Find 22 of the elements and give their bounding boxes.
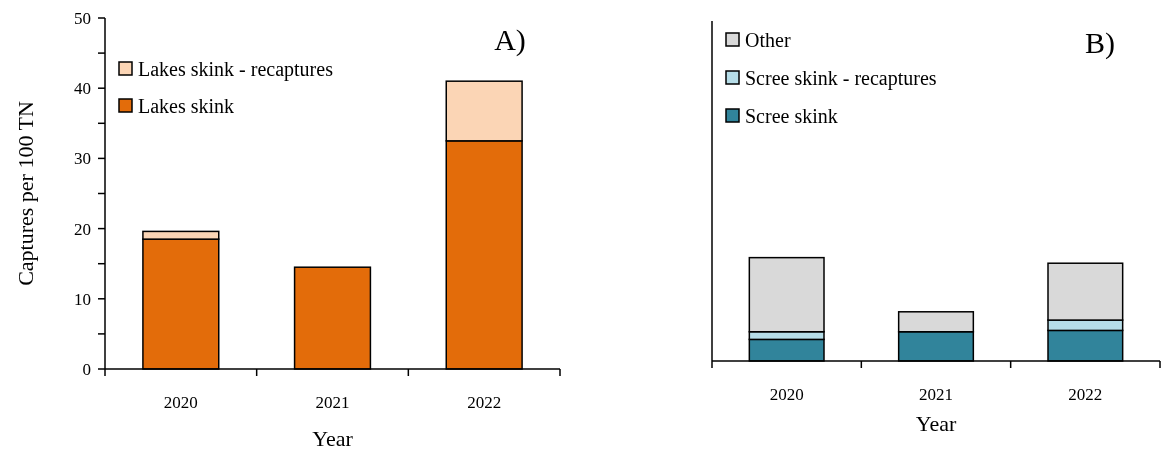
x-tick-label: 2022 xyxy=(1068,385,1103,404)
legend-label: Scree skink - recaptures xyxy=(745,67,937,90)
x-tick-label: 2020 xyxy=(163,393,198,412)
x-tick-label: 2021 xyxy=(919,385,953,404)
x-tick-label: 2022 xyxy=(467,393,502,412)
x-axis-title: Year xyxy=(312,426,354,451)
chart-title: B) xyxy=(1085,26,1115,60)
x-tick-label: 2021 xyxy=(315,393,350,412)
x-axis-title: Year xyxy=(915,411,957,436)
legend-label: Other xyxy=(745,29,791,51)
y-axis-title: Captures per 100 TN xyxy=(13,101,38,286)
x-tick-label: 2020 xyxy=(769,385,804,404)
y-tick-label: 0 xyxy=(82,359,91,379)
y-tick-label: 10 xyxy=(74,289,91,309)
y-tick-label: 40 xyxy=(74,79,91,99)
chart-title: A) xyxy=(494,23,526,57)
y-tick-label: 30 xyxy=(74,149,91,169)
legend-label: Scree skink xyxy=(745,105,838,127)
legend-label: Lakes skink xyxy=(138,95,235,117)
y-tick-label: 20 xyxy=(74,219,91,239)
y-tick-label: 50 xyxy=(74,8,91,28)
legend-label: Lakes skink - recaptures xyxy=(138,58,334,81)
